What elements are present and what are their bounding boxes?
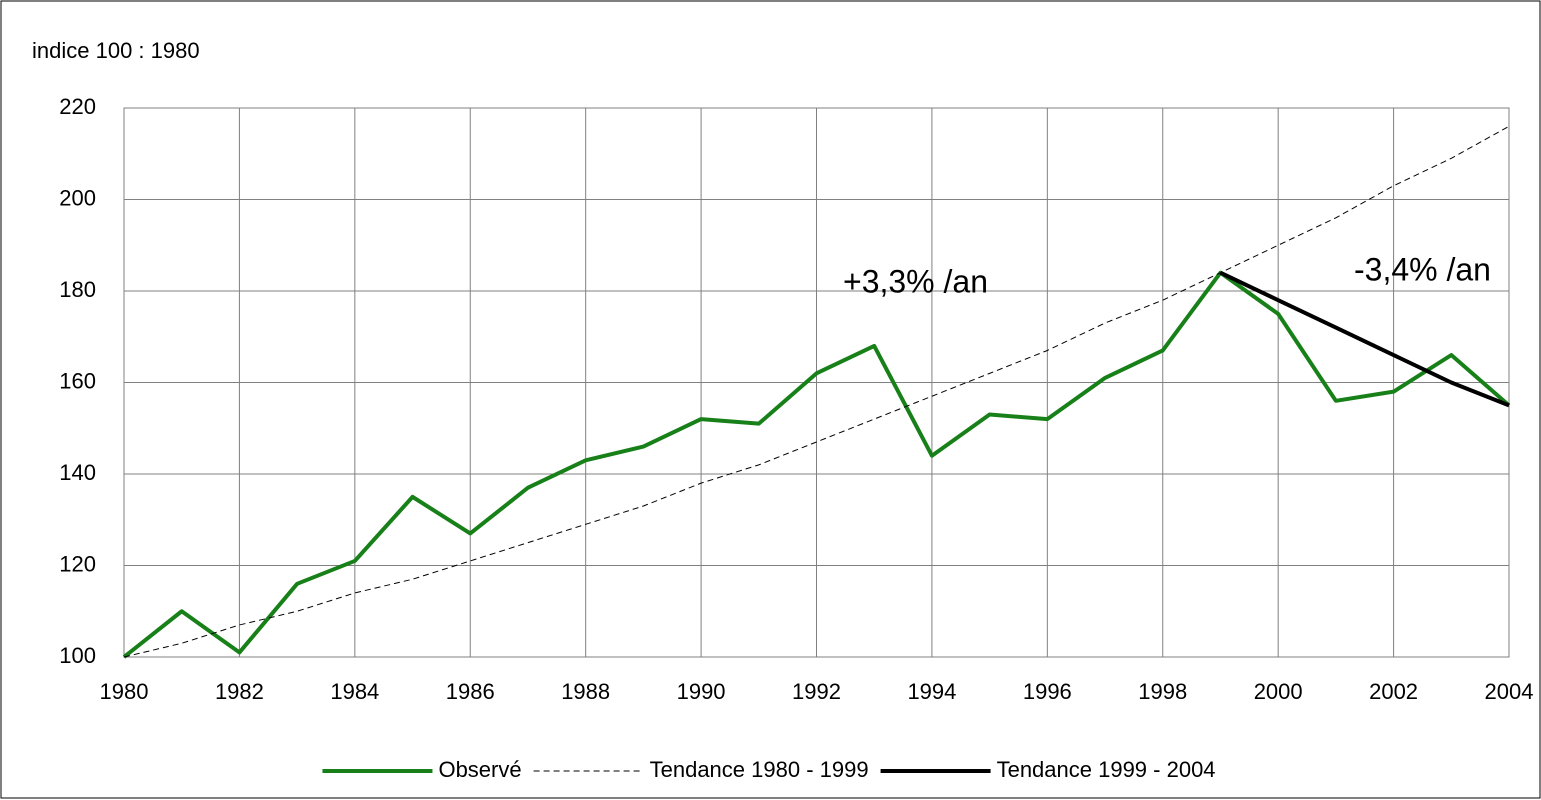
y-tick-label: 140 xyxy=(59,460,96,485)
y-tick-label: 220 xyxy=(59,94,96,119)
x-tick-label: 1998 xyxy=(1138,679,1187,704)
x-tick-label: 2004 xyxy=(1485,679,1534,704)
annotation: +3,3% /an xyxy=(843,263,988,299)
annotation: -3,4% /an xyxy=(1354,251,1491,287)
y-axis-label: indice 100 : 1980 xyxy=(32,38,200,63)
legend-label: Tendance 1980 - 1999 xyxy=(650,757,869,782)
y-tick-label: 180 xyxy=(59,277,96,302)
y-tick-label: 200 xyxy=(59,185,96,210)
series-line xyxy=(123,125,1510,658)
x-tick-label: 1984 xyxy=(330,679,379,704)
legend-label: Tendance 1999 - 2004 xyxy=(997,757,1216,782)
x-tick-label: 1994 xyxy=(907,679,956,704)
series-line xyxy=(1219,270,1510,408)
x-tick-label: 1988 xyxy=(561,679,610,704)
x-tick-label: 1996 xyxy=(1023,679,1072,704)
y-tick-label: 100 xyxy=(59,643,96,668)
x-tick-label: 1980 xyxy=(100,679,149,704)
x-tick-label: 2000 xyxy=(1254,679,1303,704)
x-tick-label: 1990 xyxy=(677,679,726,704)
legend-label: Observé xyxy=(438,757,521,782)
x-tick-label: 1982 xyxy=(215,679,264,704)
x-tick-label: 1986 xyxy=(446,679,495,704)
x-tick-label: 1992 xyxy=(792,679,841,704)
series-line xyxy=(122,270,1511,659)
x-tick-label: 2002 xyxy=(1369,679,1418,704)
y-tick-label: 120 xyxy=(59,551,96,576)
y-tick-label: 160 xyxy=(59,368,96,393)
